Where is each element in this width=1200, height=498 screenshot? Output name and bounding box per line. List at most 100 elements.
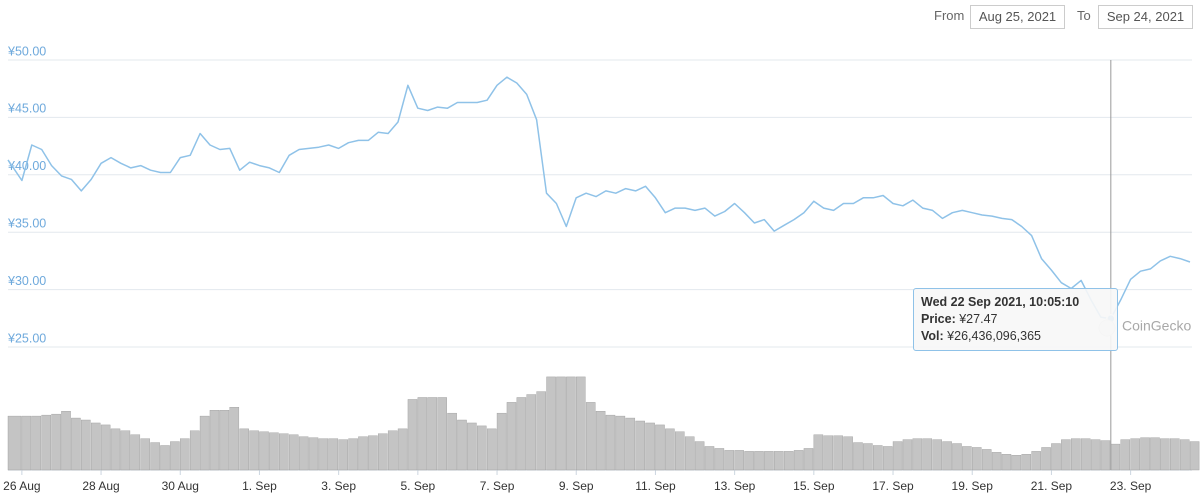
volume-bar: [675, 431, 685, 471]
volume-bar: [7, 415, 22, 471]
volume-bar: [962, 446, 972, 471]
volume-bar: [437, 397, 447, 471]
volume-bar: [615, 415, 626, 471]
volume-bar: [1011, 455, 1022, 471]
volume-bar: [576, 376, 586, 471]
volume-bar: [684, 436, 695, 471]
volume-bar: [338, 439, 348, 471]
volume-bar: [863, 443, 873, 471]
volume-bar: [447, 412, 457, 471]
x-tick-label: 28 Aug: [82, 479, 119, 493]
volume-bar: [724, 450, 735, 471]
volume-bar: [328, 438, 339, 471]
volume-bar: [1061, 439, 1071, 471]
tooltip-price-label: Price:: [921, 312, 956, 326]
x-tick-label: 3. Sep: [321, 479, 356, 493]
x-tick-label: 19. Sep: [952, 479, 994, 493]
to-date-input[interactable]: Sep 24, 2021: [1098, 5, 1193, 29]
volume-bar: [308, 437, 319, 471]
volume-bar: [793, 450, 804, 471]
volume-bar: [1041, 447, 1051, 471]
volume-bar: [170, 441, 180, 471]
volume-bar: [892, 441, 903, 471]
volume-bar: [704, 446, 715, 471]
volume-bar: [41, 414, 51, 471]
volume-bar: [1080, 438, 1091, 471]
volume-bar: [269, 432, 279, 471]
volume-bar: [774, 451, 784, 471]
volume-bar: [714, 448, 725, 471]
volume-bar: [843, 436, 853, 471]
x-tick-label: 23. Sep: [1110, 479, 1152, 493]
x-tick-label: 15. Sep: [793, 479, 835, 493]
volume-bar: [199, 415, 210, 471]
volume-bar: [526, 394, 537, 471]
volume-bar: [734, 450, 744, 471]
volume-bar: [417, 397, 428, 471]
volume-bar: [180, 438, 190, 471]
volume-bar: [902, 439, 913, 471]
volume-bar: [100, 424, 111, 471]
volume-bar: [387, 430, 398, 471]
volume-bar: [991, 452, 1002, 471]
volume-bar: [764, 451, 774, 471]
volume-bar: [823, 435, 834, 471]
volume-bar: [605, 414, 616, 471]
volume-bar: [259, 431, 269, 471]
x-tick-label: 1. Sep: [242, 479, 277, 493]
volume-bar: [1130, 438, 1140, 471]
volume-bar: [21, 415, 32, 471]
volume-bar: [754, 451, 764, 471]
volume-bar: [516, 397, 527, 471]
volume-bar: [150, 442, 160, 471]
volume-bars: [7, 376, 1200, 471]
volume-bar: [189, 430, 200, 471]
y-tick-label: ¥50.00: [7, 44, 46, 58]
volume-bar: [279, 433, 289, 471]
volume-bar: [160, 445, 170, 471]
volume-bar: [566, 376, 576, 471]
volume-bar: [882, 446, 893, 471]
volume-bar: [467, 422, 477, 471]
volume-bar: [912, 438, 923, 471]
volume-bar: [486, 428, 497, 471]
volume-bar: [457, 419, 467, 471]
volume-bar: [130, 434, 141, 471]
volume-bar: [249, 430, 259, 471]
volume-bar: [981, 449, 992, 471]
volume-bar: [397, 428, 408, 471]
tooltip-vol-label: Vol:: [921, 329, 944, 343]
volume-bar: [1160, 438, 1170, 471]
volume-bar: [556, 376, 566, 471]
volume-bar: [71, 417, 81, 471]
volume-bar: [1120, 439, 1131, 471]
volume-bar: [873, 445, 883, 471]
y-tick-label: ¥30.00: [7, 274, 46, 288]
price-line: [7, 76, 1191, 320]
volume-bar: [1179, 439, 1190, 471]
volume-bar: [665, 428, 675, 471]
volume-bar: [952, 443, 962, 471]
volume-bar: [358, 436, 368, 471]
to-label: To: [1077, 8, 1091, 23]
from-date-input[interactable]: Aug 25, 2021: [970, 5, 1065, 29]
volume-bar: [1071, 438, 1081, 471]
volume-bar: [833, 435, 843, 471]
volume-bar: [427, 397, 438, 471]
volume-bar: [477, 425, 487, 471]
volume-bar: [1021, 454, 1032, 471]
volume-bar: [496, 412, 507, 471]
x-tick-label: 30 Aug: [162, 479, 199, 493]
volume-bar: [932, 439, 942, 471]
y-tick-label: ¥35.00: [7, 216, 46, 230]
volume-bar: [378, 433, 388, 471]
volume-bar: [625, 417, 636, 471]
volume-bar: [645, 422, 655, 471]
volume-bar: [1090, 439, 1101, 471]
volume-bar: [506, 402, 517, 471]
y-tick-label: ¥45.00: [7, 102, 46, 116]
volume-bar: [1140, 437, 1150, 471]
volume-bar: [1051, 443, 1061, 471]
from-label: From: [934, 8, 965, 23]
